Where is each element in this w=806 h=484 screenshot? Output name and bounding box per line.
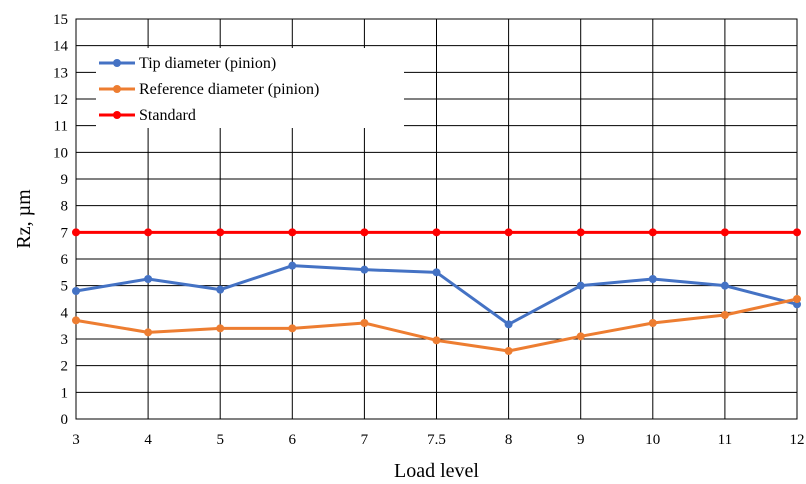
y-tick-label: 5 [61,279,69,295]
legend-label: Standard [139,107,196,124]
legend-item: Reference diameter (pinion) [99,81,319,98]
legend-label: Reference diameter (pinion) [139,81,319,98]
data-point [288,324,297,333]
series-2 [72,295,801,355]
data-point [144,228,153,237]
x-tick-label: 12 [790,432,805,448]
y-tick-label: 8 [61,199,69,215]
data-point [793,295,801,303]
data-point [288,228,297,237]
data-point [504,347,513,355]
data-point [72,228,80,237]
x-tick-label: 4 [144,432,152,448]
data-point [144,275,153,283]
data-point [720,281,729,290]
data-point [720,228,729,237]
y-tick-label: 12 [53,92,68,108]
legend-box [96,48,404,128]
data-point [216,228,225,237]
x-tick-label: 7 [361,432,369,448]
y-tick-label: 1 [61,385,69,401]
y-tick-label: 11 [54,119,68,135]
y-tick-label: 10 [53,145,68,161]
y-tick-label: 9 [61,172,69,188]
data-point [360,228,369,237]
data-point [216,324,225,333]
data-point [576,281,585,290]
x-tick-label: 11 [718,432,732,448]
series-layer [72,228,801,355]
y-tick-label: 14 [53,39,69,55]
data-point [216,285,225,294]
data-point [576,332,585,341]
y-tick-label: 13 [53,65,68,81]
x-tick-label: 5 [216,432,224,448]
y-tick-label: 2 [61,359,69,375]
data-point [648,228,657,237]
data-point [288,261,297,270]
y-tick-label: 3 [61,332,69,348]
data-point [72,316,80,325]
data-point [648,319,657,327]
y-tick-label: 0 [61,412,69,428]
y-tick-label: 15 [53,12,68,28]
plot-area [75,18,798,420]
data-point [72,287,80,295]
x-tick-label: 3 [72,432,80,448]
legend-item: Standard [99,107,196,124]
legend-item: Tip diameter (pinion) [99,55,276,72]
data-point [432,228,441,237]
legend-label: Tip diameter (pinion) [139,55,276,72]
data-point [576,228,585,237]
x-axis-title: Load level [394,460,479,482]
x-tick-label: 7.5 [427,432,446,448]
legend-marker [113,111,121,119]
y-tick-label: 4 [61,305,69,321]
x-tick-label: 8 [505,432,513,448]
data-point [432,268,441,277]
x-tick-label: 6 [289,432,297,448]
x-tick-label: 10 [645,432,660,448]
data-point [360,319,369,327]
y-axis-title: Rz, µm [13,189,35,249]
legend-marker [113,85,121,93]
legend-marker [113,59,121,67]
data-point [432,336,441,345]
data-point [360,265,369,274]
x-axis-ticks: 3 4 5 6 7 7.5 8 9 10 11 12 [72,432,804,448]
data-point [504,228,513,237]
legend: Tip diameter (pinion) Reference diameter … [96,48,404,128]
data-point [504,320,513,329]
data-point [144,328,153,337]
data-point [793,228,801,237]
y-tick-label: 7 [61,225,69,241]
data-point [720,311,729,319]
y-tick-label: 6 [61,252,69,268]
data-point [648,275,657,283]
x-tick-label: 9 [577,432,585,448]
series-3 [72,228,801,237]
